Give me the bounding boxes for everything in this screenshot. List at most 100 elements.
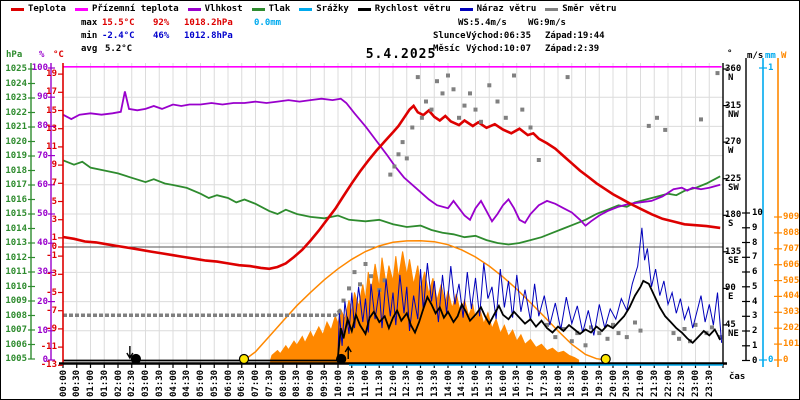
direction-tick: 180 [725, 210, 742, 220]
temperature-tick: -9 [46, 324, 57, 334]
time-tick: 18:30 [567, 369, 578, 397]
legend-label: Vlhkost [204, 4, 243, 14]
wind-speed-stat: WS:5.4m/s [458, 18, 507, 28]
time-tick: 19:30 [594, 369, 605, 397]
direction-tick-letter: SW [728, 183, 739, 193]
pressure-tick: 1019 [5, 151, 27, 161]
wind-tick: 0 [752, 356, 758, 366]
wind-direction-line-icon [545, 7, 559, 11]
pressure-tick: 1009 [5, 296, 27, 306]
temperature-tick: -1 [46, 251, 57, 261]
humidity-tick: 30 [37, 267, 48, 277]
rain-tick: 0 [768, 355, 774, 365]
pressure-tick: 1005 [5, 354, 27, 364]
pressure-tick: 1023 [5, 93, 27, 103]
time-tick: 02:30 [127, 369, 138, 397]
pressure-tick: 1011 [5, 267, 27, 277]
time-tick: 20:00 [608, 369, 619, 397]
pressure-tick: 1018 [5, 166, 27, 176]
moonrise-time: Východ:10:07 [466, 44, 532, 54]
radiation-tick: 0 [783, 355, 789, 365]
legend-item-wind-gust: Náraz větru [459, 4, 536, 14]
time-tick: 08:00 [278, 369, 289, 397]
temperature-tick: -7 [46, 306, 57, 316]
sun-rise-marker [238, 353, 250, 365]
time-tick: 07:00 [251, 369, 261, 397]
radiation-tick: 505 [783, 276, 800, 286]
time-tick: 05:00 [196, 369, 206, 397]
time-tick: 08:30 [292, 369, 303, 397]
stats-avg-row: avg 5.2°C [81, 44, 132, 54]
radiation-tick: 404 [783, 291, 800, 301]
pressure-tick: 1007 [5, 325, 27, 335]
time-tick: 06:30 [237, 369, 248, 397]
pressure-tick: 1025 [5, 64, 27, 74]
humidity-tick: 90 [37, 92, 48, 102]
wind-tick: 9 [752, 223, 758, 233]
time-tick: 01:30 [99, 369, 110, 397]
time-tick: 11:30 [374, 369, 385, 397]
temperature-tick: -13 [40, 360, 57, 370]
wind-tick: 3 [752, 311, 758, 321]
radiation-tick: 101 [783, 339, 800, 349]
time-tick: 09:30 [319, 369, 330, 397]
max-rain: 0.0mm [254, 18, 282, 28]
direction-tick: 225 [725, 174, 742, 184]
direction-tick: 360 [725, 64, 742, 74]
direction-tick: 270 [725, 137, 742, 147]
legend-item-wind-direction: Směr větru [545, 4, 616, 14]
pressure-tick: 1006 [5, 340, 27, 350]
sunset-time: Západ:19:44 [545, 31, 605, 41]
humidity-axis-unit: % [39, 50, 45, 60]
wind-tick: 4 [752, 297, 758, 307]
legend-item-rain: Srážky [299, 4, 349, 14]
radiation-tick: 303 [783, 307, 800, 317]
wind-tick: 7 [752, 252, 758, 262]
time-tick: 02:00 [113, 369, 124, 397]
legend-item-ground-temperature: Přízemní teplota [74, 4, 179, 14]
temperature-tick: 15 [46, 106, 57, 116]
time-tick: 21:00 [636, 369, 646, 397]
time-tick: 19:00 [581, 369, 591, 397]
moon-times-row: Měsíc Východ:10:07 Západ:2:39 [433, 44, 599, 54]
rain-line-icon [299, 7, 313, 11]
time-tick: 14:00 [443, 369, 454, 397]
sun-set-marker [600, 353, 611, 365]
radiation-tick: 707 [783, 244, 800, 254]
sunrise-time: Východ:06:35 [466, 31, 532, 41]
temperature-tick: 17 [46, 87, 57, 97]
max-pressure: 1018.2hPa [184, 18, 233, 28]
time-tick: 22:30 [677, 369, 688, 397]
radiation-tick: 808 [783, 228, 800, 238]
time-tick: 07:30 [264, 369, 275, 397]
time-tick: 16:30 [512, 369, 523, 397]
pressure-tick: 1012 [5, 253, 27, 263]
ground-temperature-line-icon [74, 7, 88, 11]
time-tick: 22:00 [663, 369, 674, 397]
legend-label: Směr větru [562, 4, 617, 14]
radiation-tick: 202 [783, 323, 800, 333]
temperature-tick: 0 [51, 242, 57, 252]
temperature-tick: 7 [51, 178, 57, 188]
moon-set-marker [130, 353, 141, 365]
temperature-tick: -11 [40, 342, 57, 352]
time-tick: 17:30 [539, 369, 550, 397]
time-tick: 15:00 [471, 369, 481, 397]
wind-tick: 8 [752, 238, 758, 248]
sun-times-row: Slunce Východ:06:35 Západ:19:44 [433, 31, 605, 41]
time-tick: 23:00 [691, 369, 701, 397]
temperature-tick: 11 [46, 142, 57, 152]
pressure-tick: 1008 [5, 311, 27, 321]
wind-axis-unit: m/s [747, 51, 764, 61]
legend-label: Tlak [268, 4, 291, 14]
temperature-tick: 13 [46, 124, 57, 134]
temperature-tick: -5 [46, 288, 57, 298]
pressure-tick: 1013 [5, 238, 27, 248]
wind-tick: 5 [752, 282, 758, 292]
wind-tick: 1 [752, 341, 758, 351]
pressure-tick: 1022 [5, 108, 27, 118]
wind-speed-line-icon [357, 7, 371, 11]
direction-tick-letter: N [728, 73, 734, 83]
time-tick: 18:00 [553, 369, 564, 397]
humidity-tick: 10 [37, 326, 48, 336]
